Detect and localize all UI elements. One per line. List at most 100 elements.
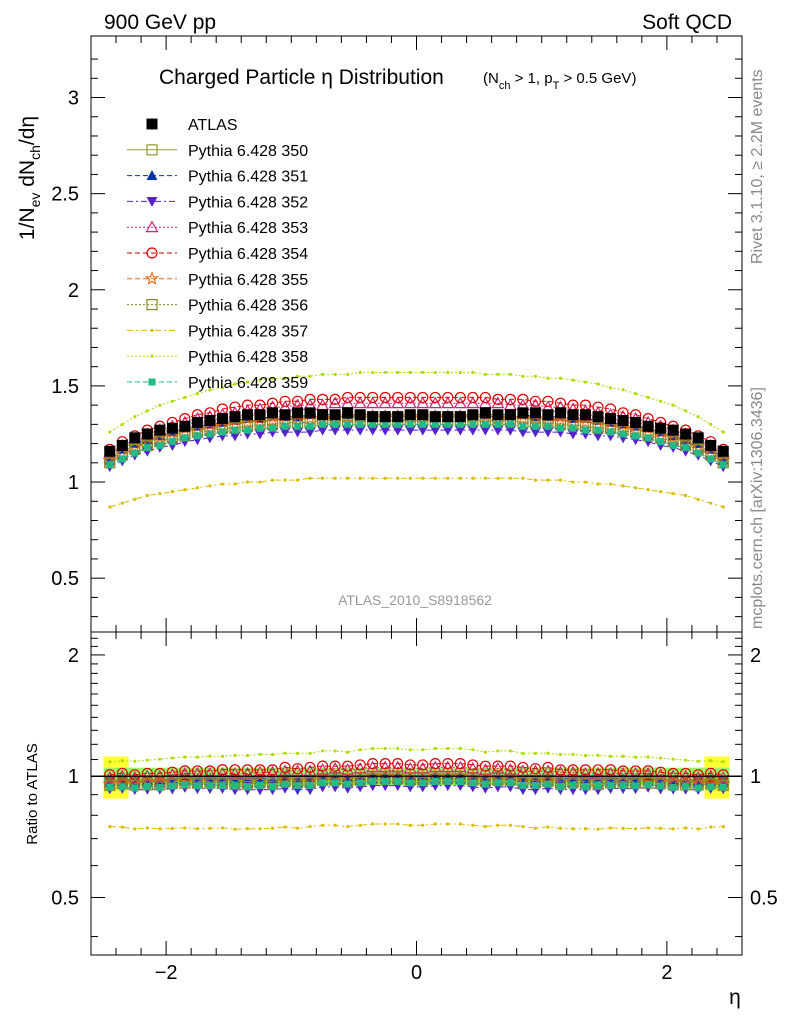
ratio-point [471,823,475,827]
ratio-point [621,826,625,830]
header-right: Soft QCD [642,11,732,34]
legend-label: Pythia 6.428 357 [188,323,308,340]
data-point [406,420,414,428]
legend-label: ATLAS [188,117,238,134]
data-point [492,409,504,421]
legend-label: Pythia 6.428 359 [188,375,308,392]
data-point [120,422,124,426]
ratio-point [607,782,615,790]
data-point [469,420,477,428]
ratio-point [228,766,242,779]
data-point [458,476,462,480]
main-ylabel: 1/Nev dNch/dη [16,116,43,240]
data-point [542,427,554,438]
data-point [456,420,464,428]
data-point [471,476,475,480]
data-point [358,370,362,375]
data-point [719,461,727,469]
data-point [353,396,367,409]
data-point [195,392,200,396]
legend-item-pythia-6-428-351: Pythia 6.428 351 [127,169,308,186]
data-point [267,407,279,419]
ratio-point [442,758,454,770]
data-point [431,420,439,428]
ratio-point [120,825,124,829]
legend-label: Pythia 6.428 358 [188,349,308,366]
data-point [366,396,380,409]
ratio-point [517,761,529,774]
data-point [454,425,466,436]
ratio-point [717,769,729,781]
data-point [265,412,280,427]
legend-label: Pythia 6.428 356 [188,298,308,315]
data-point [152,430,168,445]
legend-marker [150,328,154,332]
data-point [229,411,241,423]
data-point [567,409,579,421]
ratio-point [608,826,613,830]
ratio-point [195,827,200,831]
data-point [571,378,575,382]
data-point [269,424,277,432]
ratio-point [295,751,300,755]
ratio-point [179,777,191,789]
data-point [479,425,491,436]
ratio-point [521,751,525,755]
data-point [396,476,400,480]
data-point [517,427,529,438]
main-ytick-label: 1.5 [51,376,79,398]
data-point [329,393,341,405]
ratio-point [592,778,604,790]
ratio-point [591,766,605,779]
ratio-point [317,760,329,772]
data-point [446,476,450,480]
legend-item-pythia-6-428-352: Pythia 6.428 352 [127,194,308,211]
ratio-point [633,755,638,759]
data-point [684,409,688,413]
ratio-point [508,823,512,827]
data-point [279,395,291,407]
data-point [354,391,366,404]
ratio-point [496,823,500,827]
data-point [655,422,667,434]
data-point [143,443,151,451]
data-point [508,372,512,376]
ratio-ytick-label-left: 0.5 [51,888,79,910]
legend-marker [146,118,158,130]
ratio-point [546,825,550,829]
data-point [104,445,116,457]
ratio-point [308,824,312,829]
data-point [429,425,441,436]
ratio-point [333,749,337,753]
data-point [619,430,627,438]
series-line [109,429,724,468]
data-point [608,386,613,390]
data-point [270,478,275,482]
ratio-ytick-label-right: 0.5 [750,888,778,910]
data-point [358,476,362,480]
ratio-point [667,767,679,780]
data-point [721,430,725,434]
ratio-point [168,782,176,790]
data-point [183,488,187,492]
data-point [145,409,149,413]
data-point [404,391,416,404]
data-point [583,480,588,484]
ratio-point [179,772,191,782]
ratio-point [546,751,550,755]
ratio-line [109,766,724,779]
data-point [481,420,489,428]
ratio-point [133,827,137,831]
main-y-ticks: 0.5 1 1.5 2 2.5 3 [51,58,742,618]
data-point [404,409,416,421]
ratio-point [456,778,464,786]
data-point [467,425,479,436]
ratio-point [632,782,640,790]
data-point [270,376,275,380]
ratio-point [245,753,250,758]
ratio-point [220,826,225,830]
ratio-y-ticks: 0.5 0.5 1 1 2 2 [51,637,778,938]
data-point [453,396,467,409]
data-point [179,420,191,432]
ratio-point [208,754,212,758]
